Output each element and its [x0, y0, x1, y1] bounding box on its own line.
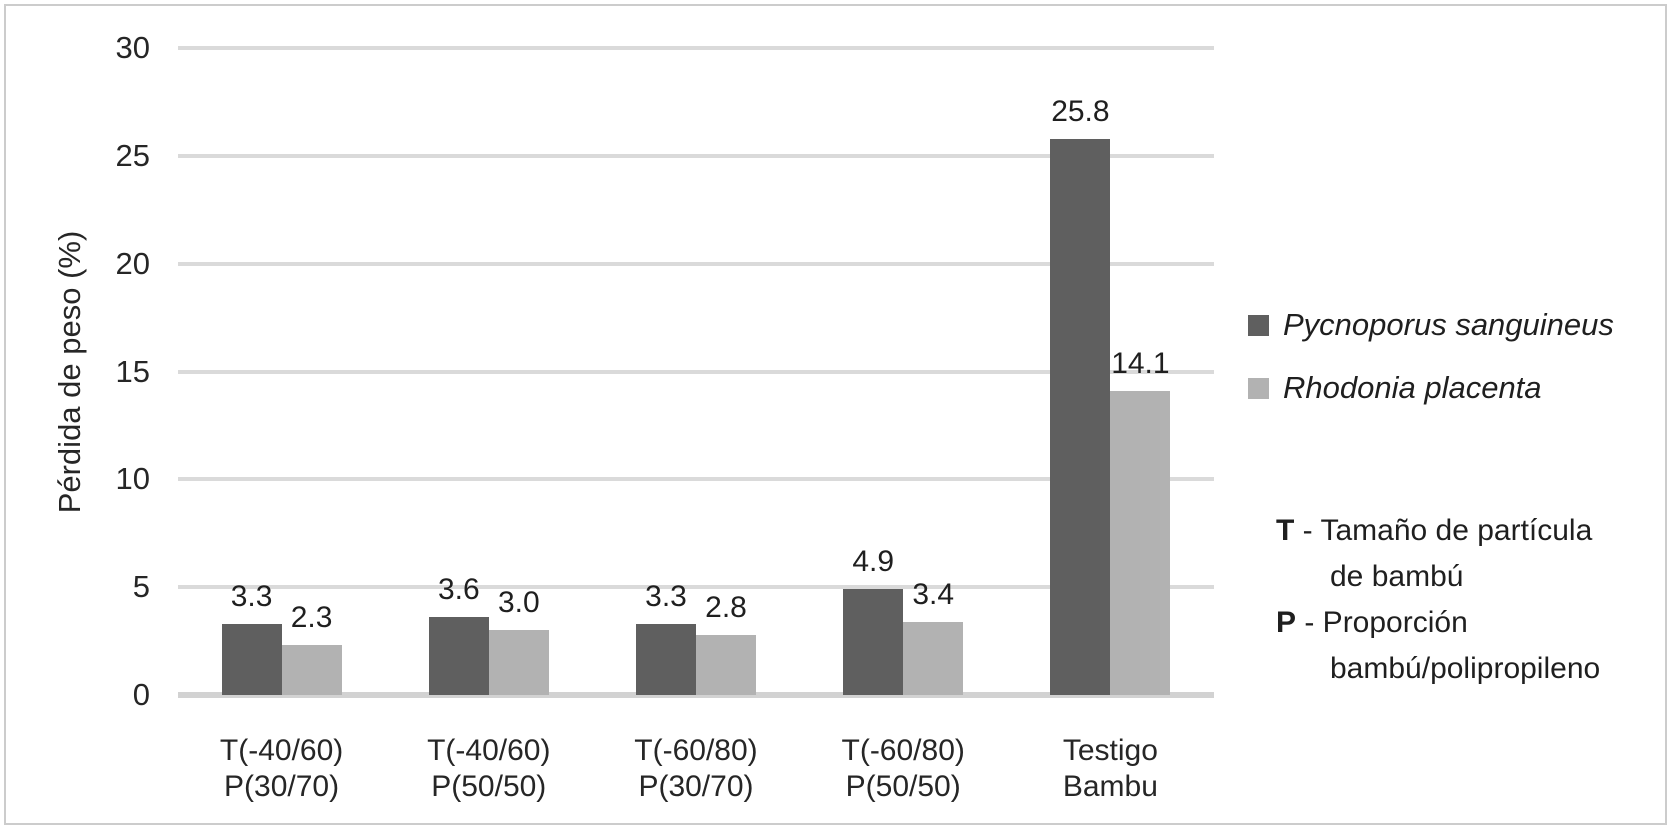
x-axis-label-group4: T(-60/80) P(50/50) [800, 733, 1007, 805]
bar-series2-group2 [488, 630, 549, 695]
data-label-series1-group5: 25.8 [1051, 94, 1110, 128]
gridline-5 [178, 585, 1214, 590]
y-tick-label-25: 25 [115, 137, 150, 173]
y-tick-label-5: 5 [132, 569, 150, 605]
data-label-series1-group4: 4.9 [852, 545, 895, 579]
x-axis-label-line2: P(50/50) [845, 770, 961, 803]
legend-label-rhodonia-placenta: Rhodonia placenta [1283, 370, 1542, 405]
x-axis-label-line1: T(-60/80) [634, 734, 758, 767]
abbreviation-notes: T - Tamaño de partícula de bambú P - Pro… [1276, 508, 1600, 692]
data-label-series1-group3: 3.3 [645, 579, 687, 613]
note-t-line2: de bambú [1330, 560, 1464, 593]
gridline-20 [178, 261, 1214, 266]
note-p-text: - Proporción [1304, 606, 1468, 639]
note-entry-p: P - Proporción bambú/polipropileno [1276, 600, 1600, 692]
bar-series1-group1 [221, 623, 282, 695]
y-tick-label-20: 20 [115, 245, 150, 281]
legend-swatch-dark-icon [1248, 314, 1269, 336]
data-label-series2-group3: 2.8 [705, 590, 747, 624]
data-label-series1-group1: 3.3 [230, 579, 273, 613]
legend: Pycnoporus sanguineus Rhodonia placenta [1248, 306, 1614, 407]
y-tick-label-10: 10 [115, 461, 150, 497]
note-p-line1: P - Proporción [1276, 600, 1600, 646]
x-axis-label-group2: T(-40/60) P(50/50) [385, 733, 592, 805]
x-axis-baseline [178, 692, 1214, 698]
x-axis-label-line1: T(-40/60) [219, 734, 344, 767]
note-p-line2: bambú/polipropileno [1330, 652, 1601, 685]
bar-series2-group4 [903, 621, 964, 695]
legend-label-pycnoporus-sanguineus: Pycnoporus sanguineus [1283, 307, 1614, 342]
bar-series2-group5 [1110, 390, 1171, 695]
note-t-line1: T - Tamaño de partícula [1276, 508, 1600, 554]
data-label-series2-group4: 3.4 [912, 577, 955, 611]
gridline-25 [178, 153, 1214, 158]
legend-swatch-light-icon [1248, 377, 1269, 399]
bar-series1-group3 [636, 623, 696, 695]
x-axis-label-line2: P(30/70) [224, 770, 340, 803]
x-axis-label-line1: T(-40/60) [427, 734, 551, 767]
y-axis-title: Pérdida de peso (%) [52, 230, 87, 514]
x-axis-label-line2: P(50/50) [431, 770, 547, 803]
x-axis-label-line1: T(-60/80) [841, 734, 965, 767]
y-tick-label-0: 0 [132, 677, 150, 712]
data-label-series2-group1: 2.3 [290, 601, 333, 635]
bar-series2-group1 [281, 645, 342, 695]
note-entry-t: T - Tamaño de partícula de bambú [1276, 508, 1600, 600]
x-axis-label-line2: Bambu [1062, 770, 1158, 803]
legend-item-pycnoporus-sanguineus: Pycnoporus sanguineus [1248, 306, 1614, 344]
data-label-series2-group2: 3.0 [497, 586, 540, 620]
x-axis-label-group1: T(-40/60) P(30/70) [178, 733, 385, 805]
bar-series1-group2 [428, 617, 489, 695]
bar-series1-group5 [1050, 138, 1111, 695]
gridline-10 [178, 477, 1214, 482]
note-term-t: T [1276, 514, 1295, 547]
y-tick-label-15: 15 [115, 353, 150, 389]
x-axis-label-group5: Testigo Bambu [1007, 733, 1214, 805]
y-tick-label-30: 30 [115, 30, 150, 65]
x-axis-label-line2: P(30/70) [638, 770, 754, 803]
gridline-15 [178, 369, 1214, 374]
data-label-series2-group5: 14.1 [1111, 346, 1170, 380]
legend-item-rhodonia-placenta: Rhodonia placenta [1248, 369, 1614, 407]
bar-series1-group4 [843, 589, 904, 695]
note-term-p: P [1276, 606, 1297, 639]
x-axis-label-group3: T(-60/80) P(30/70) [592, 733, 799, 805]
x-axis-label-line1: Testigo [1062, 734, 1158, 767]
bar-series2-group3 [696, 634, 756, 695]
gridline-30 [178, 46, 1214, 50]
data-label-series1-group2: 3.6 [437, 573, 480, 607]
note-t-text: - Tamaño de partícula [1302, 514, 1593, 547]
